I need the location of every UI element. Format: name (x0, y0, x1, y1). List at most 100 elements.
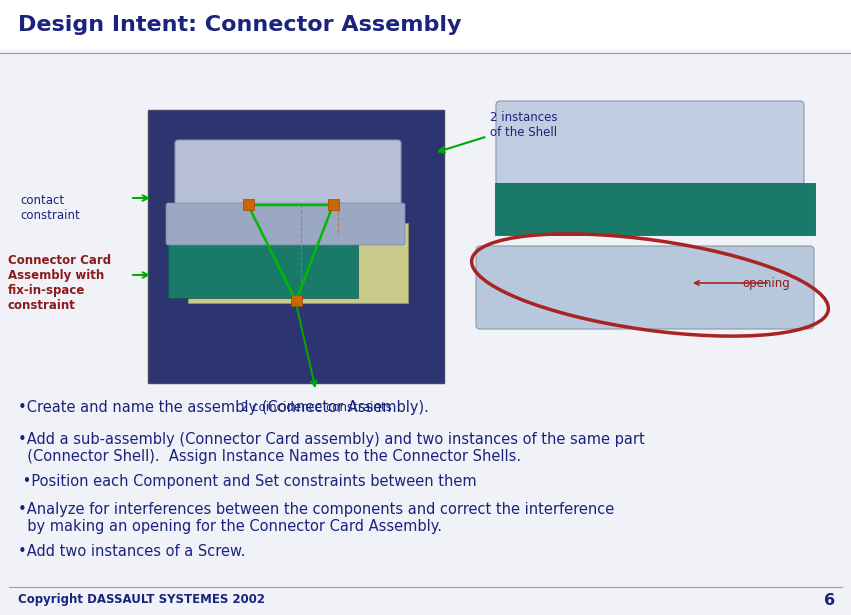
Bar (0, 135, 851, 141)
Bar (0, 25, 851, 31)
Text: •Add two instances of a Screw.: •Add two instances of a Screw. (18, 544, 245, 559)
Text: 2 coincidence constraints: 2 coincidence constraints (241, 401, 391, 414)
Bar (243, 199, 254, 210)
Bar (0, 424, 851, 430)
Bar (0, 43, 851, 49)
FancyBboxPatch shape (476, 246, 814, 329)
Bar (0, 49, 851, 55)
Bar (0, 178, 851, 184)
Bar (0, 68, 851, 74)
Bar (0, 141, 851, 148)
Bar (0, 437, 851, 443)
Bar (0, 554, 851, 560)
Bar (0, 295, 851, 301)
Bar (0, 215, 851, 221)
Text: •Add a sub-assembly (Connector Card assembly) and two instances of the same part: •Add a sub-assembly (Connector Card asse… (18, 432, 645, 464)
Bar (0, 326, 851, 332)
Text: 6: 6 (824, 593, 835, 608)
Text: Connector Card
Assembly with
fix-in-space
constraint: Connector Card Assembly with fix-in-spac… (8, 254, 111, 312)
Bar (148, 110, 444, 383)
Bar (0, 92, 851, 98)
Bar (0, 406, 851, 412)
Bar (0, 228, 851, 234)
Bar (0, 289, 851, 295)
Bar (0, 98, 851, 105)
Text: •Analyze for interferences between the components and correct the interference
 : •Analyze for interferences between the c… (18, 502, 614, 534)
Bar (0, 308, 851, 314)
Bar (0, 572, 851, 578)
Bar (0, 474, 851, 480)
Bar (0, 492, 851, 498)
Bar (0, 535, 851, 541)
Text: contact
constraint: contact constraint (20, 194, 80, 222)
Bar (0, 0, 851, 50)
Bar (0, 461, 851, 467)
Text: Copyright DASSAULT SYSTEMES 2002: Copyright DASSAULT SYSTEMES 2002 (18, 593, 265, 606)
Bar (0, 369, 851, 375)
Bar (0, 443, 851, 449)
Bar (0, 277, 851, 283)
Bar (0, 80, 851, 86)
Bar (0, 560, 851, 566)
FancyBboxPatch shape (175, 140, 401, 221)
Bar (0, 363, 851, 369)
Bar (0, 320, 851, 326)
Bar (0, 357, 851, 363)
Bar (0, 547, 851, 554)
Bar (0, 541, 851, 547)
Bar (0, 344, 851, 351)
Bar (0, 609, 851, 615)
Bar (0, 498, 851, 504)
Bar (0, 197, 851, 203)
Bar (328, 199, 339, 210)
Bar (0, 246, 851, 252)
Bar (291, 295, 302, 306)
Bar (0, 221, 851, 228)
Bar (0, 338, 851, 344)
Bar (0, 129, 851, 135)
Bar (0, 283, 851, 289)
Bar (0, 6, 851, 12)
Bar (0, 381, 851, 387)
Bar (0, 375, 851, 381)
Bar (0, 480, 851, 486)
Text: •Create and name the assembly (Connector Assembly).: •Create and name the assembly (Connector… (18, 400, 429, 415)
Bar (0, 18, 851, 25)
Bar (0, 264, 851, 271)
Bar (0, 455, 851, 461)
Bar (0, 148, 851, 154)
Bar (0, 0, 851, 6)
FancyBboxPatch shape (496, 101, 804, 189)
Bar (0, 486, 851, 492)
Bar (0, 123, 851, 129)
Bar (0, 517, 851, 523)
Bar (0, 160, 851, 166)
Bar (0, 191, 851, 197)
Bar (0, 117, 851, 123)
Bar (0, 240, 851, 246)
Bar (0, 86, 851, 92)
Bar (0, 252, 851, 258)
Bar (0, 332, 851, 338)
Bar (0, 400, 851, 406)
Text: •Position each Component and Set constraints between them: •Position each Component and Set constra… (18, 474, 477, 489)
Text: opening: opening (742, 277, 790, 290)
FancyBboxPatch shape (166, 203, 405, 245)
Bar (168, 243, 358, 298)
Bar (0, 154, 851, 160)
Bar (0, 394, 851, 400)
Bar (495, 183, 815, 235)
Bar (0, 301, 851, 308)
Bar (0, 418, 851, 424)
Bar (0, 234, 851, 240)
Bar (0, 412, 851, 418)
Text: Design Intent: Connector Assembly: Design Intent: Connector Assembly (18, 15, 461, 35)
Bar (0, 203, 851, 209)
Bar (0, 449, 851, 455)
Bar (0, 258, 851, 264)
Bar (0, 351, 851, 357)
Bar (0, 166, 851, 172)
Bar (0, 584, 851, 590)
Bar (0, 111, 851, 117)
Bar (0, 387, 851, 394)
